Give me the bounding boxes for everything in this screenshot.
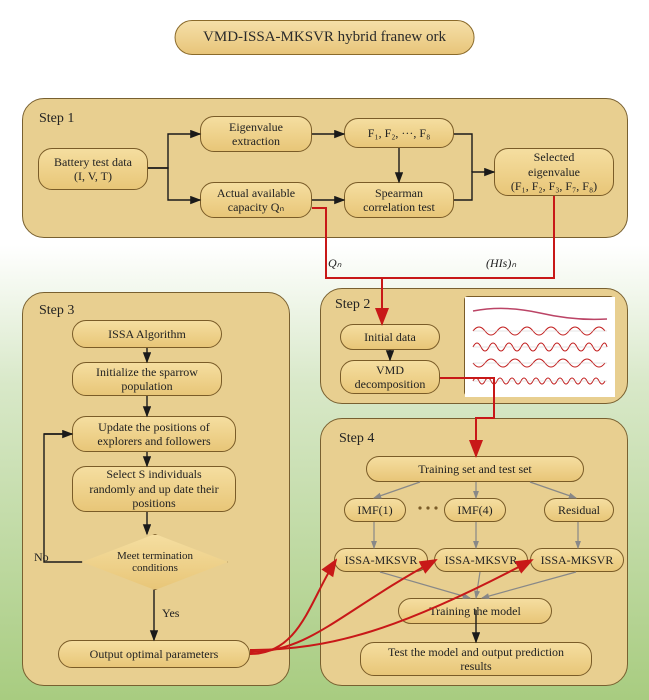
node-mksvr2: ISSA-MKSVR bbox=[434, 548, 528, 572]
node-mksvr1: ISSA-MKSVR bbox=[334, 548, 428, 572]
vmd-mini-chart bbox=[464, 296, 614, 396]
node-actual_cap: Actual availablecapacity Qₙ bbox=[200, 182, 312, 218]
node-eigen_extract: Eigenvalueextraction bbox=[200, 116, 312, 152]
node-train_model: Training the model bbox=[398, 598, 552, 624]
node-residual: Residual bbox=[544, 498, 614, 522]
node-test_output: Test the model and output predictionresu… bbox=[360, 642, 592, 676]
node-initial_data: Initial data bbox=[340, 324, 440, 350]
edge-label-yes: Yes bbox=[162, 606, 179, 621]
node-selected: Selectedeigenvalue(F₁, F₂, F₃, F₇, F₈) bbox=[494, 148, 614, 196]
edge-label-qn: Qₙ bbox=[328, 256, 341, 271]
node-output_opt: Output optimal parameters bbox=[58, 640, 250, 668]
node-meet_term: Meet termination conditions bbox=[82, 534, 228, 590]
node-select_s: Select S individualsrandomly and up date… bbox=[72, 466, 236, 512]
node-train_test: Training set and test set bbox=[366, 456, 584, 482]
step2-label: Step 2 bbox=[335, 297, 370, 313]
node-init_sparrow: Initialize the sparrowpopulation bbox=[72, 362, 222, 396]
edge-label-his: (HIs)ₙ bbox=[486, 256, 516, 271]
node-imf4: IMF(4) bbox=[444, 498, 506, 522]
step1-label: Step 1 bbox=[39, 111, 74, 127]
diagram-title: VMD-ISSA-MKSVR hybrid franew ork bbox=[174, 20, 475, 55]
node-mksvr3: ISSA-MKSVR bbox=[530, 548, 624, 572]
step4-label: Step 4 bbox=[339, 431, 374, 447]
node-update_pos: Update the positions ofexplorers and fol… bbox=[72, 416, 236, 452]
node-battery: Battery test data(I, V, T) bbox=[38, 148, 148, 190]
step3-label: Step 3 bbox=[39, 303, 74, 319]
node-f_list: F₁, F₂, ···, F₈ bbox=[344, 118, 454, 148]
node-vmd: VMDdecomposition bbox=[340, 360, 440, 394]
node-spearman: Spearmancorrelation test bbox=[344, 182, 454, 218]
edge-label-no: No bbox=[34, 550, 49, 565]
node-imf1: IMF(1) bbox=[344, 498, 406, 522]
node-issa_alg: ISSA Algorithm bbox=[72, 320, 222, 348]
